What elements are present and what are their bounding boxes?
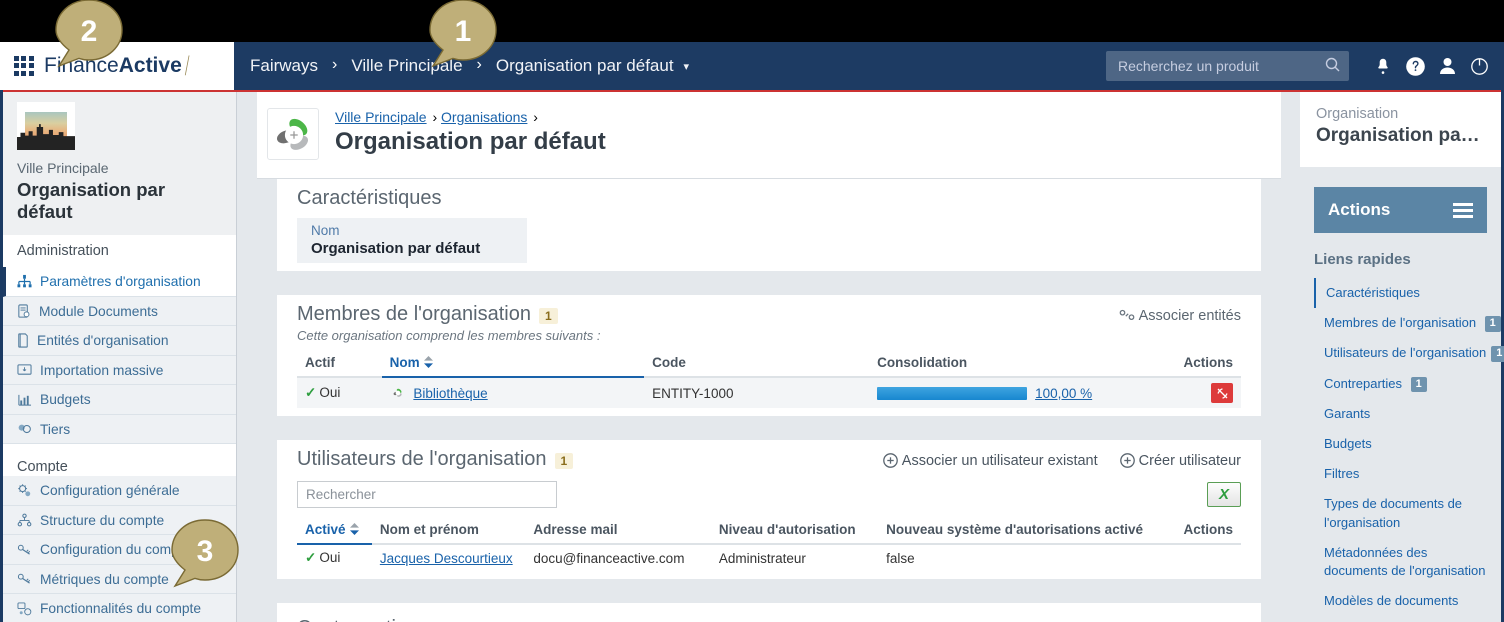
svg-text:2: 2 — [81, 15, 98, 48]
svg-text:3: 3 — [197, 535, 214, 568]
svg-text:1: 1 — [455, 15, 472, 48]
